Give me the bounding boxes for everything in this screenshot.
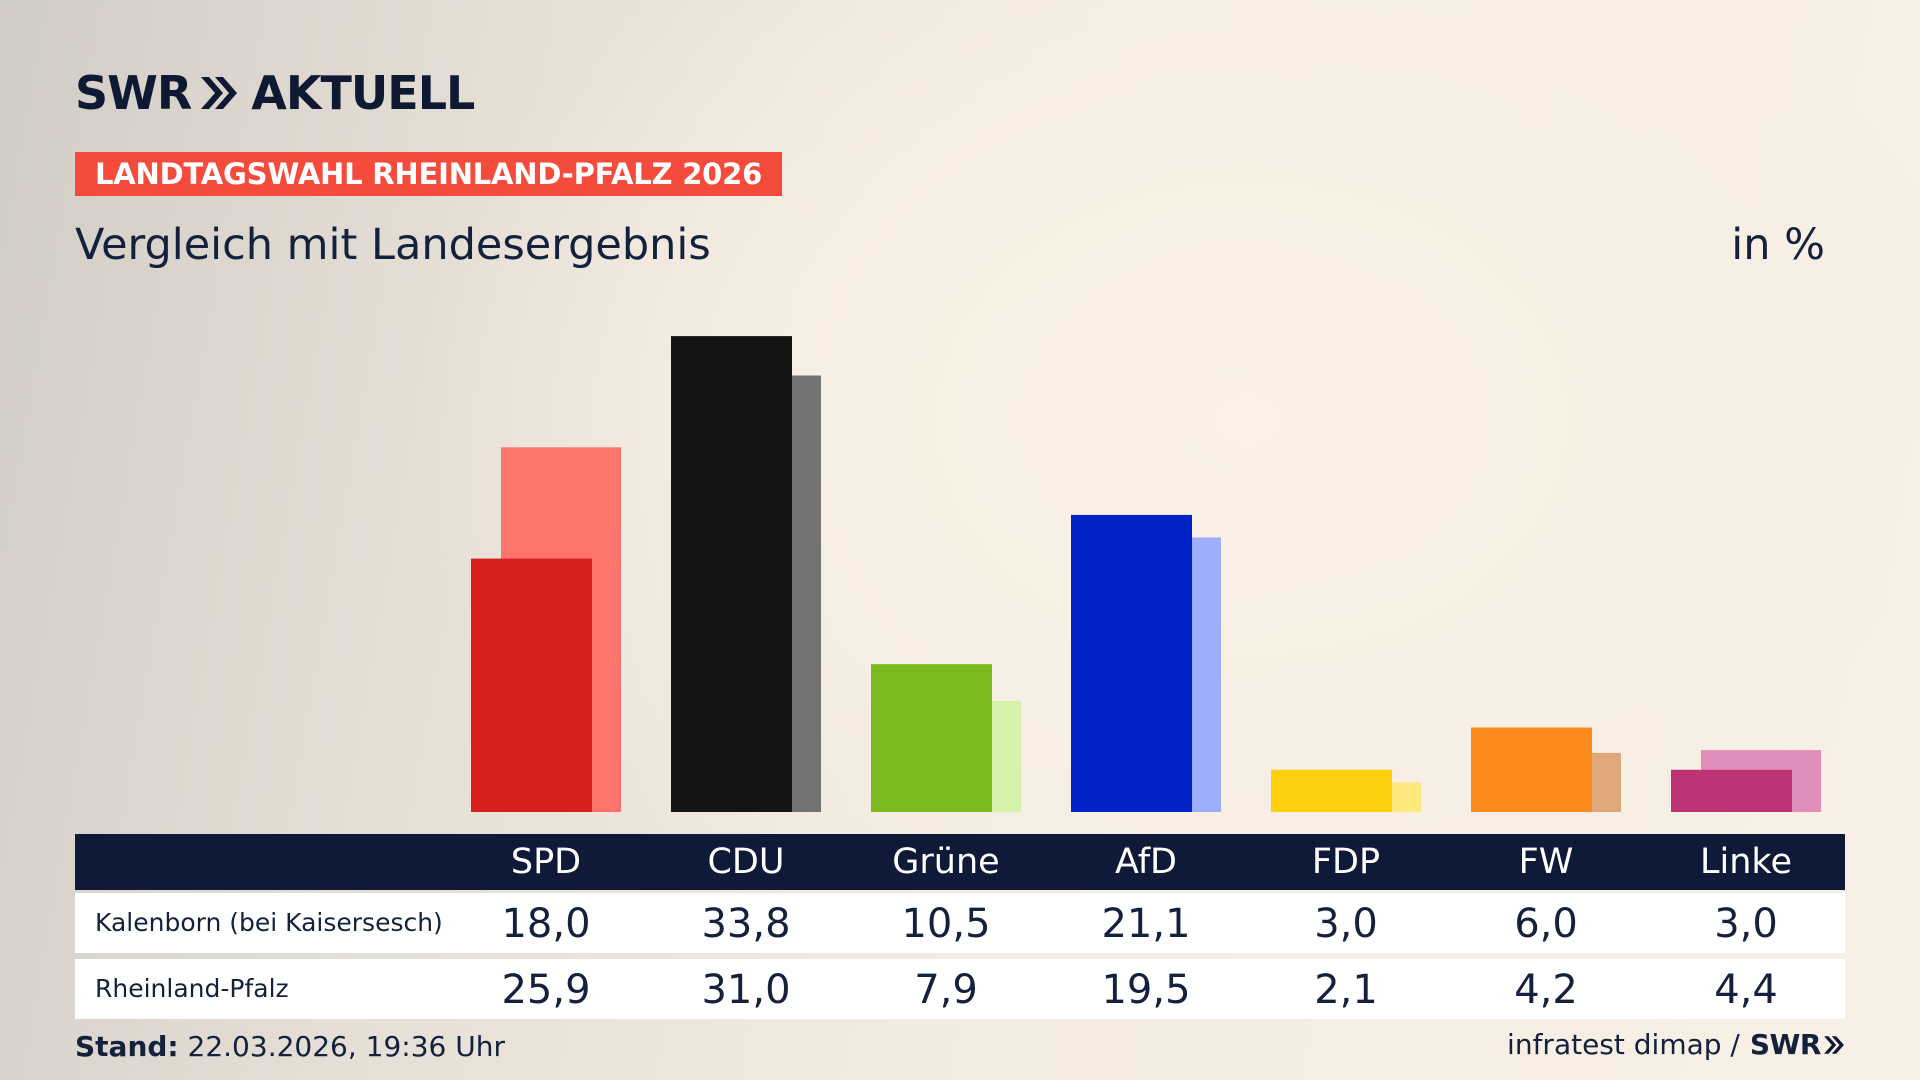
value-local-fdp: 3,0 [1314,901,1378,947]
source-text: infratest dimap / [1507,1028,1740,1061]
bar-local-fw [1471,727,1592,812]
chevron-double-right-icon [1824,1035,1844,1054]
source-brand-text: SWR [1749,1028,1822,1061]
header-fw: FW [1518,842,1574,882]
value-state-cdu: 31,0 [701,967,791,1013]
logo-aktuell-text: AKTUELL [251,66,475,120]
chart-title: Vergleich mit Landesergebnis [75,220,711,270]
table-row-local: Kalenborn (bei Kaisersesch) 18,0 33,8 10,5… [75,893,1845,953]
stand-label: Stand: [75,1030,179,1063]
row-label-local: Kalenborn (bei Kaisersesch) [95,908,443,937]
source-credit: infratest dimap / SWR [1507,1028,1845,1061]
header-linke: Linke [1700,842,1792,882]
value-state-grüne: 7,9 [914,967,978,1013]
header-afd: AfD [1115,842,1177,882]
value-state-fw: 4,2 [1514,967,1578,1013]
header-grüne: Grüne [892,842,1000,882]
row-label-state: Rheinland-Pfalz [95,974,289,1003]
table-row-state: Rheinland-Pfalz 25,9 31,0 7,9 19,5 2,1 4,2 4,4 [75,959,1845,1019]
bar-local-fdp [1271,769,1392,812]
election-tag: LANDTAGSWAHL RHEINLAND-PFALZ 2026 [75,152,783,196]
header-cdu: CDU [707,842,785,882]
bar-local-spd [471,558,592,812]
swr-aktuell-logo: SWR AKTUELL [75,66,475,120]
value-state-fdp: 2,1 [1314,967,1378,1013]
unit-label: in % [1731,220,1825,270]
value-local-fw: 6,0 [1514,901,1578,947]
table-header-row: SPD CDU Grüne AfD FDP FW Linke [75,834,1845,890]
stand-value: 22.03.2026, 19:36 Uhr [187,1030,505,1063]
results-table: SPD CDU Grüne AfD FDP FW Linke Kalenborn (bei … [75,834,1845,1019]
value-local-spd: 18,0 [501,901,591,947]
bar-local-cdu [671,336,792,812]
header-spd: SPD [510,842,582,882]
header-fdp: FDP [1311,842,1381,882]
bar-local-grüne [871,664,992,812]
timestamp: Stand: 22.03.2026, 19:36 Uhr [75,1030,505,1063]
value-local-grüne: 10,5 [901,901,991,947]
value-local-cdu: 33,8 [701,901,791,947]
value-state-spd: 25,9 [501,967,591,1013]
logo-swr-text: SWR [75,66,192,120]
bar-local-linke [1671,769,1792,812]
chevron-double-right-icon [199,75,239,111]
value-state-afd: 19,5 [1101,967,1191,1013]
value-local-afd: 21,1 [1101,901,1191,947]
source-brand: SWR [1750,1028,1845,1061]
bar-local-afd [1071,514,1192,812]
value-local-linke: 3,0 [1714,901,1778,947]
value-state-linke: 4,4 [1714,967,1778,1013]
